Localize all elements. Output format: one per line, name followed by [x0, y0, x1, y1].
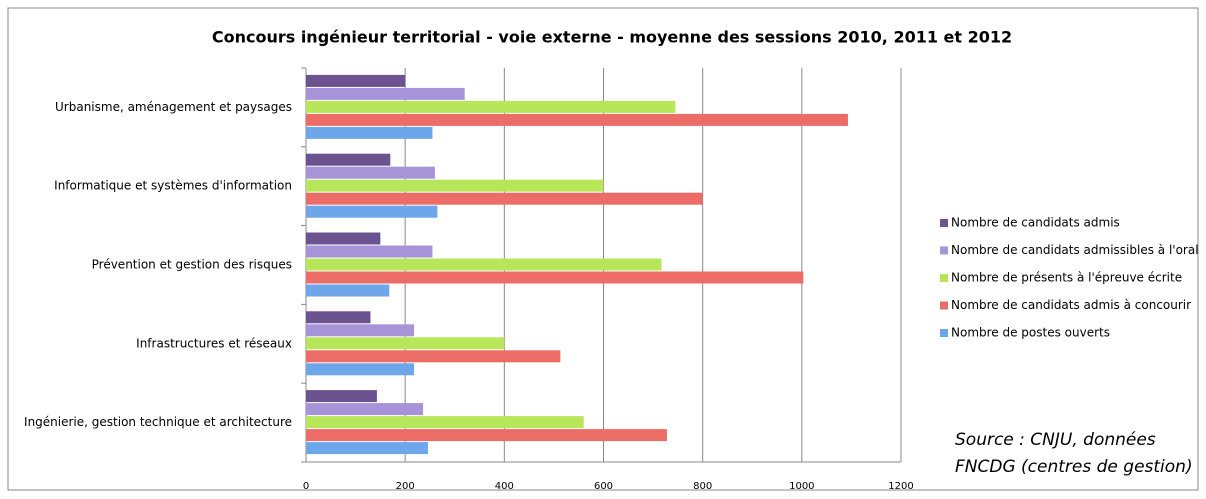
- bar: [306, 284, 390, 297]
- legend-label: Nombre de candidats admis à concourir: [951, 298, 1191, 312]
- bar: [306, 324, 415, 337]
- legend-swatch: [940, 219, 948, 227]
- bar: [306, 350, 561, 363]
- annotation: FNCDG (centres de gestion): [955, 457, 1193, 477]
- x-tick-label: 1000: [789, 481, 814, 492]
- legend-label: Nombre de candidats admissibles à l'oral: [951, 243, 1199, 257]
- y-tick-label: Prévention et gestion des risques: [92, 258, 292, 272]
- bar: [306, 113, 848, 126]
- y-tick-label: Urbanisme, aménagement et paysages: [55, 100, 292, 114]
- x-tick-label: 400: [495, 481, 514, 492]
- x-tick-label: 0: [303, 481, 309, 492]
- bar: [306, 232, 381, 245]
- legend-label: Nombre de candidats admis: [951, 216, 1120, 230]
- bar: [306, 429, 667, 442]
- bar: [306, 205, 438, 218]
- bar: [306, 245, 433, 258]
- legend-swatch: [940, 329, 948, 337]
- bar: [306, 100, 676, 113]
- y-tick-label: Ingénierie, gestion technique et archite…: [24, 415, 292, 429]
- x-tick-label: 600: [594, 481, 613, 492]
- x-tick-label: 200: [396, 481, 415, 492]
- legend-swatch: [940, 246, 948, 255]
- bar: [306, 363, 415, 376]
- bar: [306, 403, 424, 416]
- x-tick-label: 800: [693, 481, 712, 492]
- annotation: Source : CNJU, données: [955, 430, 1156, 450]
- bar: [306, 74, 406, 87]
- bar: [306, 179, 604, 192]
- bar: [306, 337, 505, 350]
- bar: [306, 126, 433, 139]
- bar: [306, 416, 584, 429]
- bar: [306, 271, 804, 284]
- chart-title: Concours ingénieur territorial - voie ex…: [212, 28, 1012, 47]
- legend-swatch: [940, 274, 948, 282]
- bar: [306, 166, 435, 179]
- bar: [306, 192, 703, 205]
- x-tick-label: 1200: [888, 481, 913, 492]
- legend-label: Nombre de postes ouverts: [951, 326, 1110, 340]
- bar: [306, 311, 371, 324]
- bar: [306, 258, 662, 271]
- bar: [306, 153, 391, 166]
- legend-label: Nombre de présents à l'épreuve écrite: [951, 271, 1182, 285]
- y-tick-label: Informatique et systèmes d'information: [54, 179, 292, 193]
- y-tick-label: Infrastructures et réseaux: [136, 336, 292, 350]
- legend-swatch: [940, 301, 948, 310]
- bar: [306, 87, 465, 100]
- bar: [306, 390, 377, 403]
- bar: [306, 442, 428, 455]
